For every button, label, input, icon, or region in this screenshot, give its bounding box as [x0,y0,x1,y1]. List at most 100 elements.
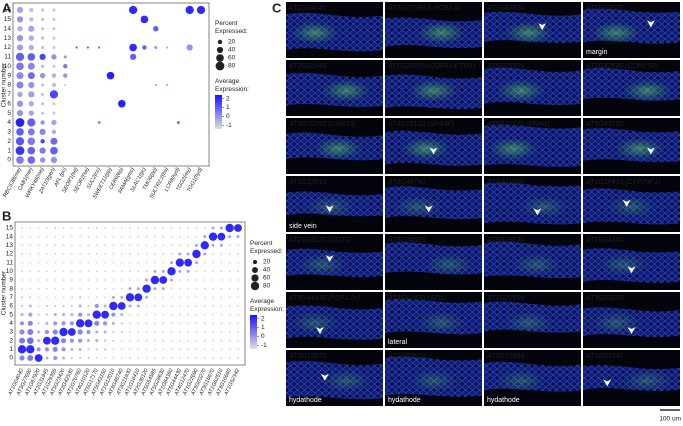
legend-label: 80 [263,283,271,290]
dot [228,339,231,342]
dot [170,357,173,359]
signal [424,253,474,276]
dot [203,313,206,316]
dot [165,83,169,87]
micrograph-tile: AT1G70760 (CRR23) [286,118,383,174]
dot [130,53,137,60]
dot [109,301,118,311]
dot [145,357,148,359]
dot [228,270,231,273]
legend-title: Average Expression: [250,298,284,313]
dot [37,270,40,273]
y-tick-label: 1 [7,147,11,154]
dot [162,357,165,359]
y-tick-label: 3 [7,129,11,136]
micrograph-tile: AT5G54585 [385,234,482,290]
y-tick-label: 13 [6,242,14,249]
dot [45,304,48,308]
dot [195,313,198,316]
dot [137,357,140,359]
micrograph-tile: AT4G12470 (AZI1) lateral [385,292,482,348]
dot [39,53,46,60]
dot [153,269,157,273]
dot [162,296,165,299]
dot [87,270,90,273]
micrograph-tile: AT1G22690 [484,292,581,348]
dot [29,235,32,238]
dot [212,331,214,333]
dot [16,100,24,107]
y-tick-label: 1 [9,346,13,353]
dot [104,244,106,247]
dot [78,312,83,317]
dot [79,296,82,299]
dot [178,269,182,273]
dot [212,322,214,325]
arrowhead [627,327,636,334]
dot [137,313,140,316]
dot [203,279,206,281]
dot [211,226,215,230]
y-tick-label: 7 [9,294,13,301]
y-tick-label: 14 [4,25,12,32]
arrowhead [538,23,547,30]
dot [61,347,66,352]
dot [111,295,115,299]
dot [87,244,90,247]
dot [20,313,24,317]
legend-label: 20 [228,39,236,46]
dot [17,91,23,98]
dot [79,253,81,255]
dot [170,296,173,299]
dot [212,339,214,342]
dot [145,339,148,342]
dot [154,357,156,359]
dot [27,62,35,70]
dot [104,287,106,290]
dot [29,296,32,299]
dot [212,313,214,316]
dot [111,312,116,317]
dot [203,357,206,359]
dot [27,320,33,326]
dot [187,244,189,247]
dot [71,296,73,299]
dot [71,287,73,290]
signal [512,253,561,276]
y-tick-label: 5 [9,311,13,318]
dot [176,120,180,125]
signal [591,21,641,44]
legend-label: 40 [263,267,271,274]
dot [120,357,123,359]
dot [87,261,90,264]
arrowhead [603,379,612,387]
arrowhead [424,205,433,213]
tile-label: AT1G29395 (COR414-TM1) [387,63,475,70]
dot [15,137,25,146]
dot [170,313,173,316]
dot [62,279,65,281]
dot [234,224,242,232]
dot [237,322,239,325]
dot [15,146,25,156]
dot [53,321,58,326]
dot [71,253,73,255]
colorbar-label: 0 [261,333,265,340]
dot [228,287,231,290]
dot [187,235,189,238]
dot [94,320,100,326]
dot [129,331,131,333]
tile-label: AT1G12010 [288,179,326,186]
dot [237,331,239,333]
dot [46,244,48,247]
dot [187,331,189,333]
dot [129,261,131,264]
dot [87,279,90,281]
y-tick-label: 0 [9,355,13,362]
dot [29,287,32,290]
dot [150,275,160,285]
dot [46,296,48,299]
dot [16,62,24,71]
micrograph-tile: AT1G52342 [583,350,680,406]
dot [129,313,131,316]
